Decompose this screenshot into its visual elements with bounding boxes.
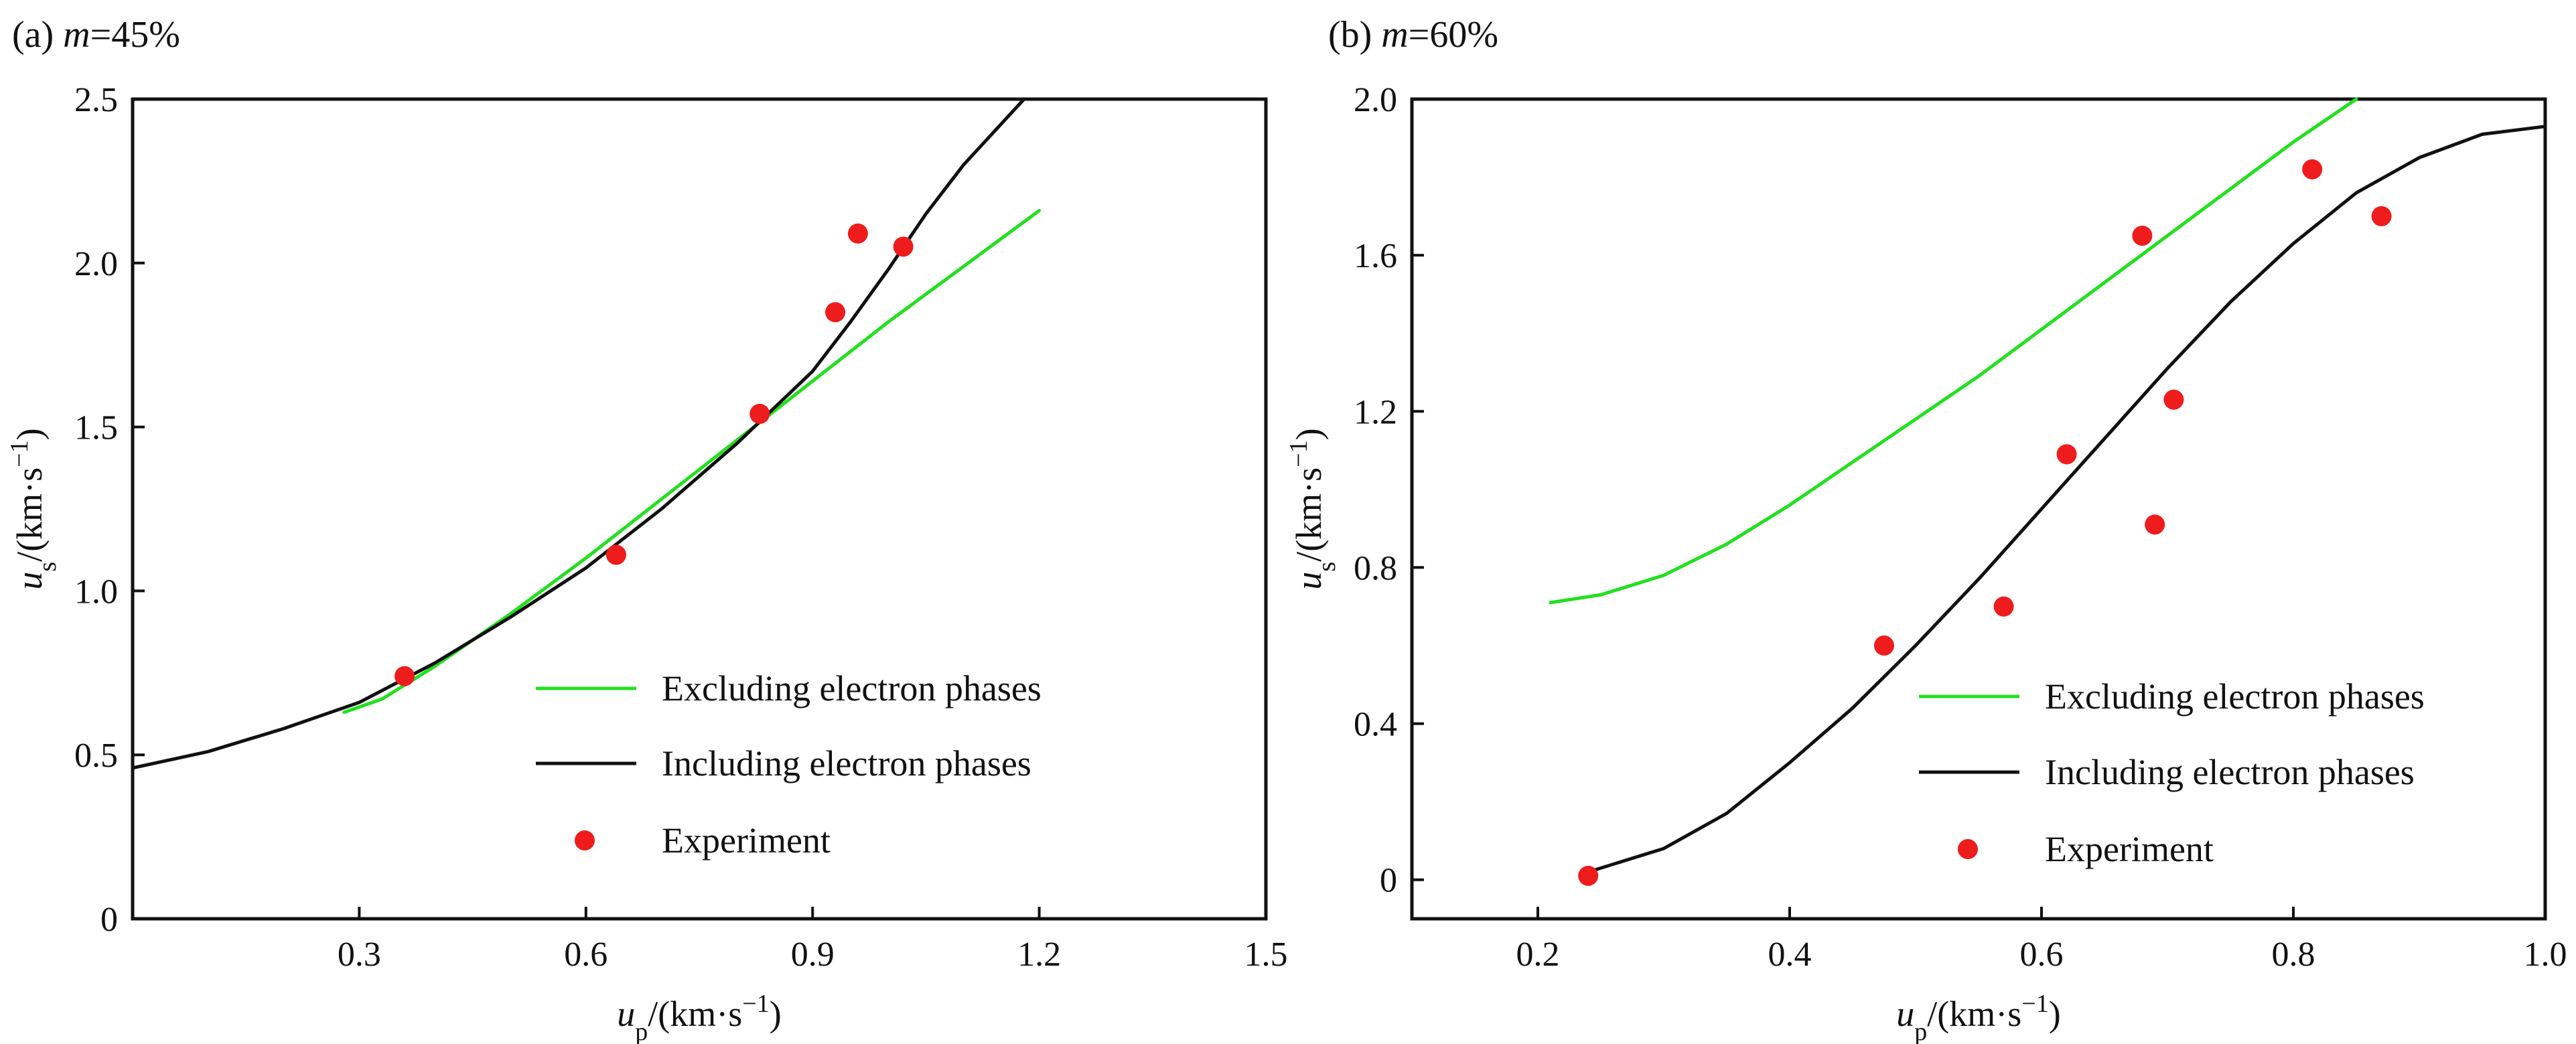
series-line-including-electron-phases	[1586, 125, 2547, 874]
plot-frame	[1410, 97, 2547, 921]
data-point-experiment	[893, 236, 914, 257]
legend-label: Experiment	[2045, 829, 2214, 869]
legend-label: Including electron phases	[2045, 752, 2415, 792]
y-tick-label: 0.5	[74, 737, 118, 775]
y-tick-label: 0.4	[1354, 706, 1397, 744]
data-point-experiment	[605, 544, 626, 565]
legend-swatch-marker	[1958, 839, 1978, 859]
y-tick-label: 1.2	[1354, 393, 1397, 431]
x-tick-label: 1.0	[2524, 936, 2567, 974]
series-line-excluding-electron-phases	[342, 209, 1042, 715]
series-line-excluding-electron-phases	[1549, 97, 2358, 605]
series-line-including-electron-phases	[133, 97, 1026, 770]
data-point-experiment	[749, 404, 770, 425]
x-tick-label: 0.9	[791, 936, 835, 974]
legend-swatch-marker	[575, 830, 595, 850]
panel-title: (b) m=60%	[1328, 14, 1498, 56]
data-point-experiment	[1993, 596, 2014, 617]
legend-label: Experiment	[662, 820, 831, 861]
panel-a: (a) m=45% 0.3 0.6 0.9 1.2 1.5 0 0.5 1.0 1.5 2.0 2.5…	[5, 14, 1288, 1044]
y-tick-label: 1.0	[74, 573, 118, 611]
x-tick-label: 0.3	[338, 936, 381, 974]
data-point-experiment	[395, 666, 415, 686]
x-tick-label: 0.4	[1768, 936, 1812, 974]
y-tick-label: 1.5	[74, 409, 118, 447]
legend-label: Excluding electron phases	[662, 668, 1042, 709]
legend-label: Including electron phases	[662, 743, 1031, 784]
legend-label: Excluding electron phases	[2045, 676, 2425, 717]
x-axis-label: up/(km·s−1)	[617, 990, 781, 1044]
plot-frame	[131, 97, 1268, 921]
y-tick-label: 2.5	[74, 81, 118, 119]
y-tick-label: 2.0	[74, 245, 118, 283]
panel-title: (a) m=45%	[12, 14, 180, 56]
x-tick-label: 0.6	[2020, 936, 2064, 974]
x-tick-label: 0.8	[2272, 936, 2315, 974]
x-tick-label: 1.2	[1017, 936, 1061, 974]
y-tick-label: 0	[1380, 862, 1397, 900]
data-point-experiment	[2132, 226, 2153, 246]
y-tick-label: 0.8	[1354, 549, 1397, 587]
x-tick-label: 0.2	[1516, 936, 1560, 974]
data-point-experiment	[2371, 206, 2392, 226]
legend: Excluding electron phases Including elect…	[536, 668, 1042, 861]
x-tick-label: 0.6	[564, 936, 607, 974]
data-point-experiment	[1578, 865, 1599, 886]
legend: Excluding electron phases Including elect…	[1919, 676, 2425, 869]
x-axis-label: up/(km·s−1)	[1896, 990, 2060, 1044]
data-point-experiment	[825, 302, 846, 323]
data-point-experiment	[2302, 159, 2323, 179]
data-point-experiment	[847, 223, 868, 244]
y-axis-label: us/(km·s−1)	[1285, 428, 1341, 589]
y-tick-label: 0	[100, 901, 118, 939]
y-axis-label: us/(km·s−1)	[5, 428, 62, 589]
y-tick-label: 1.6	[1354, 237, 1397, 275]
panel-b: (b) m=60% 0.2 0.4 0.6 0.8 1.0 0 0.4 0.8 1.2 1.6 2.0…	[1285, 14, 2567, 1044]
data-point-experiment	[2163, 389, 2184, 410]
data-point-experiment	[2145, 514, 2165, 535]
y-tick-label: 2.0	[1354, 81, 1397, 119]
x-tick-label: 1.5	[1244, 936, 1288, 974]
data-point-experiment	[2056, 444, 2077, 465]
data-point-experiment	[1874, 636, 1894, 656]
